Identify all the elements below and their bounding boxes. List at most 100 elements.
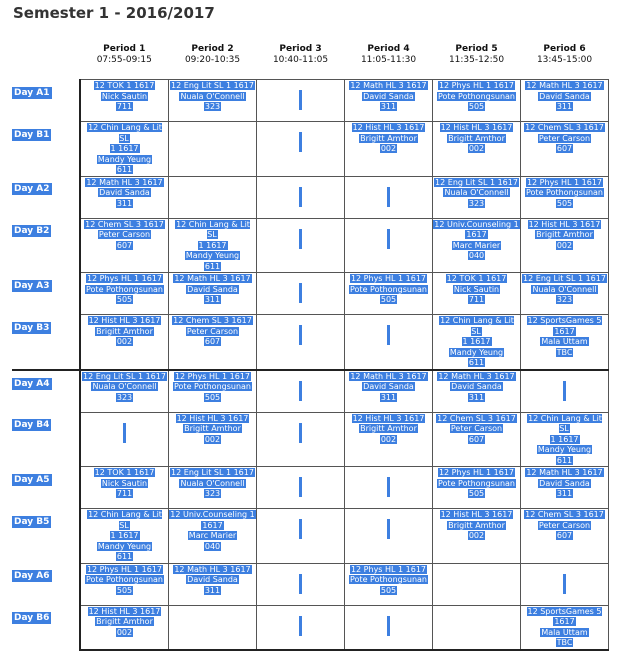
- period-header: Period 5 11:35-12:50: [433, 42, 521, 80]
- class-line-text: 12 Chin Lang & Lit SL: [527, 413, 602, 433]
- class-cell[interactable]: 12 Hist HL 3 1617 Brigitt Amthor 002: [79, 314, 169, 370]
- class-line-text: 505: [115, 585, 134, 595]
- class-cell[interactable]: 12 Phys HL 1 1617 Pote Pothongsunan 505: [79, 562, 169, 606]
- class-cell[interactable]: 12 Chem SL 3 1617 Peter Carson 607: [168, 314, 257, 370]
- day-label-cell: Day B1: [12, 122, 80, 177]
- break-marker: [123, 422, 126, 443]
- class-line: Marc Marier: [433, 240, 519, 252]
- break-cell[interactable]: [256, 79, 345, 122]
- break-cell[interactable]: [344, 314, 433, 370]
- break-cell[interactable]: [256, 508, 345, 564]
- class-cell[interactable]: 12 Hist HL 3 1617 Brigitt Amthor 002: [432, 121, 521, 177]
- class-cell[interactable]: 12 Hist HL 3 1617 Brigitt Amthor 002: [432, 508, 521, 564]
- class-cell[interactable]: 12 Eng Lit SL 1 1617 Nuala O'Connell 323: [168, 466, 257, 509]
- break-cell[interactable]: [520, 368, 609, 413]
- class-cell[interactable]: 12 SportsGames 5 1617 Mala Uttam TBC: [520, 604, 609, 651]
- class-cell[interactable]: 12 Phys HL 1 1617 Pote Pothongsunan 505: [520, 175, 609, 219]
- class-cell[interactable]: 12 Phys HL 1 1617 Pote Pothongsunan 505: [344, 272, 433, 315]
- break-cell[interactable]: [256, 411, 345, 467]
- empty-cell[interactable]: [168, 175, 257, 219]
- empty-cell[interactable]: [432, 604, 521, 651]
- break-cell[interactable]: [256, 466, 345, 509]
- break-cell[interactable]: [256, 368, 345, 413]
- break-cell[interactable]: [344, 466, 433, 509]
- empty-cell[interactable]: [168, 604, 257, 651]
- period-name: Period 6: [543, 44, 586, 54]
- break-cell[interactable]: [79, 411, 169, 467]
- class-cell[interactable]: 12 Chin Lang & Lit SL 1 1617 Mandy Yeung 61…: [79, 121, 169, 177]
- class-cell[interactable]: 12 Hist HL 3 1617 Brigitt Amthor 002: [79, 604, 169, 651]
- class-cell[interactable]: 12 TOK 1 1617 Nick Sautin 711: [432, 272, 521, 315]
- class-cell[interactable]: 12 Math HL 3 1617 David Sanda 311: [520, 79, 609, 122]
- class-line: 1617: [433, 230, 519, 241]
- class-cell[interactable]: 12 Hist HL 3 1617 Brigitt Amthor 002: [520, 217, 609, 273]
- class-entry: 12 Math HL 3 1617 David Sanda 311: [85, 177, 164, 210]
- day-label: Day A2: [12, 183, 52, 195]
- class-line: 12 TOK 1 1617: [445, 274, 508, 285]
- break-cell[interactable]: [256, 314, 345, 370]
- class-cell[interactable]: 12 Chin Lang & Lit SL 1 1617 Mandy Yeung 61…: [168, 217, 257, 273]
- break-marker: [387, 477, 390, 497]
- class-cell[interactable]: 12 Hist HL 3 1617 Brigitt Amthor 002: [168, 411, 257, 467]
- class-cell[interactable]: 12 Chem SL 3 1617 Peter Carson 607: [432, 411, 521, 467]
- class-cell[interactable]: 12 Eng Lit SL 1 1617 Nuala O'Connell 323: [432, 175, 521, 219]
- class-line: Pote Pothongsunan: [349, 575, 428, 586]
- class-cell[interactable]: 12 Math HL 3 1617 David Sanda 311: [432, 368, 521, 413]
- class-cell[interactable]: 12 Chin Lang & Lit SL 1 1617 Mandy Yeung 61…: [520, 411, 609, 467]
- break-cell[interactable]: [520, 562, 609, 606]
- class-line-text: 12 TOK 1 1617: [93, 468, 156, 477]
- break-cell[interactable]: [256, 562, 345, 606]
- class-cell[interactable]: 12 Eng Lit SL 1 1617 Nuala O'Connell 323: [168, 79, 257, 122]
- class-cell[interactable]: 12 Math HL 3 1617 David Sanda 311: [79, 175, 169, 219]
- class-cell[interactable]: 12 Chin Lang & Lit SL 1 1617 Mandy Yeung 61…: [432, 314, 521, 370]
- class-cell[interactable]: 12 Math HL 3 1617 David Sanda 311: [344, 368, 433, 413]
- class-cell[interactable]: 12 Math HL 3 1617 David Sanda 311: [168, 272, 257, 315]
- break-cell[interactable]: [256, 217, 345, 273]
- break-cell[interactable]: [256, 121, 345, 177]
- empty-cell[interactable]: [432, 562, 521, 606]
- class-cell[interactable]: 12 Chem SL 3 1617 Peter Carson 607: [79, 217, 169, 273]
- class-line: TBC: [527, 638, 603, 649]
- class-cell[interactable]: 12 Eng Lit SL 1 1617 Nuala O'Connell 323: [520, 272, 609, 315]
- class-cell[interactable]: 12 Chem SL 3 1617 Peter Carson 607: [520, 508, 609, 564]
- class-line-text: 12 TOK 1 1617: [93, 81, 156, 90]
- class-cell[interactable]: 12 Chin Lang & Lit SL 1 1617 Mandy Yeung 61…: [79, 508, 169, 564]
- class-line-text: 12 Phys HL 1 1617: [525, 177, 604, 187]
- class-cell[interactable]: 12 Phys HL 1 1617 Pote Pothongsunan 505: [432, 466, 521, 509]
- break-cell[interactable]: [344, 508, 433, 564]
- class-line: 12 Math HL 3 1617: [525, 468, 604, 479]
- break-cell[interactable]: [344, 217, 433, 273]
- class-line-text: 12 Chin Lang & Lit SL: [87, 123, 162, 143]
- class-cell[interactable]: 12 Phys HL 1 1617 Pote Pothongsunan 505: [432, 79, 521, 122]
- class-cell[interactable]: 12 Univ.Counseling 1 1617 Marc Marier 040: [168, 508, 257, 564]
- class-cell[interactable]: 12 TOK 1 1617 Nick Sautin 711: [79, 466, 169, 509]
- class-cell[interactable]: 12 Hist HL 3 1617 Brigitt Amthor 002: [344, 411, 433, 467]
- class-cell[interactable]: 12 Eng Lit SL 1 1617 Nuala O'Connell 323: [79, 368, 169, 413]
- class-cell[interactable]: 12 Phys HL 1 1617 Pote Pothongsunan 505: [79, 272, 169, 315]
- break-cell[interactable]: [256, 604, 345, 651]
- class-line-text: 12 Hist HL 3 1617: [439, 123, 514, 132]
- class-line: Pote Pothongsunan: [437, 91, 516, 103]
- class-line-text: 607: [115, 240, 134, 250]
- class-cell[interactable]: 12 Math HL 3 1617 David Sanda 311: [168, 562, 257, 606]
- class-cell[interactable]: 12 Chem SL 3 1617 Peter Carson 607: [520, 121, 609, 177]
- class-line: 711: [94, 489, 156, 500]
- class-cell[interactable]: 12 Phys HL 1 1617 Pote Pothongsunan 505: [344, 562, 433, 606]
- class-cell[interactable]: 12 Univ.Counseling 1 1617 Marc Marier 040: [432, 217, 521, 273]
- class-line: 12 Chem SL 3 1617: [436, 413, 517, 425]
- class-cell[interactable]: 12 Phys HL 1 1617 Pote Pothongsunan 505: [168, 368, 257, 413]
- class-line-text: Nuala O'Connell: [179, 478, 246, 488]
- class-line: 12 Chin Lang & Lit SL: [81, 510, 168, 531]
- class-line-text: Brigitt Amthor: [447, 133, 506, 143]
- break-cell[interactable]: [344, 604, 433, 651]
- class-cell[interactable]: 12 Math HL 3 1617 David Sanda 311: [344, 79, 433, 122]
- break-cell[interactable]: [256, 175, 345, 219]
- class-cell[interactable]: 12 TOK 1 1617 Nick Sautin 711: [79, 79, 169, 122]
- class-cell[interactable]: 12 SportsGames 5 1617 Mala Uttam TBC: [520, 314, 609, 370]
- break-cell[interactable]: [344, 175, 433, 219]
- empty-cell[interactable]: [168, 121, 257, 177]
- class-cell[interactable]: 12 Hist HL 3 1617 Brigitt Amthor 002: [344, 121, 433, 177]
- break-cell[interactable]: [256, 272, 345, 315]
- day-row: Day B1 12 Chin Lang & Lit SL 1 1617 Mandy Y…: [12, 121, 609, 177]
- class-cell[interactable]: 12 Math HL 3 1617 David Sanda 311: [520, 466, 609, 509]
